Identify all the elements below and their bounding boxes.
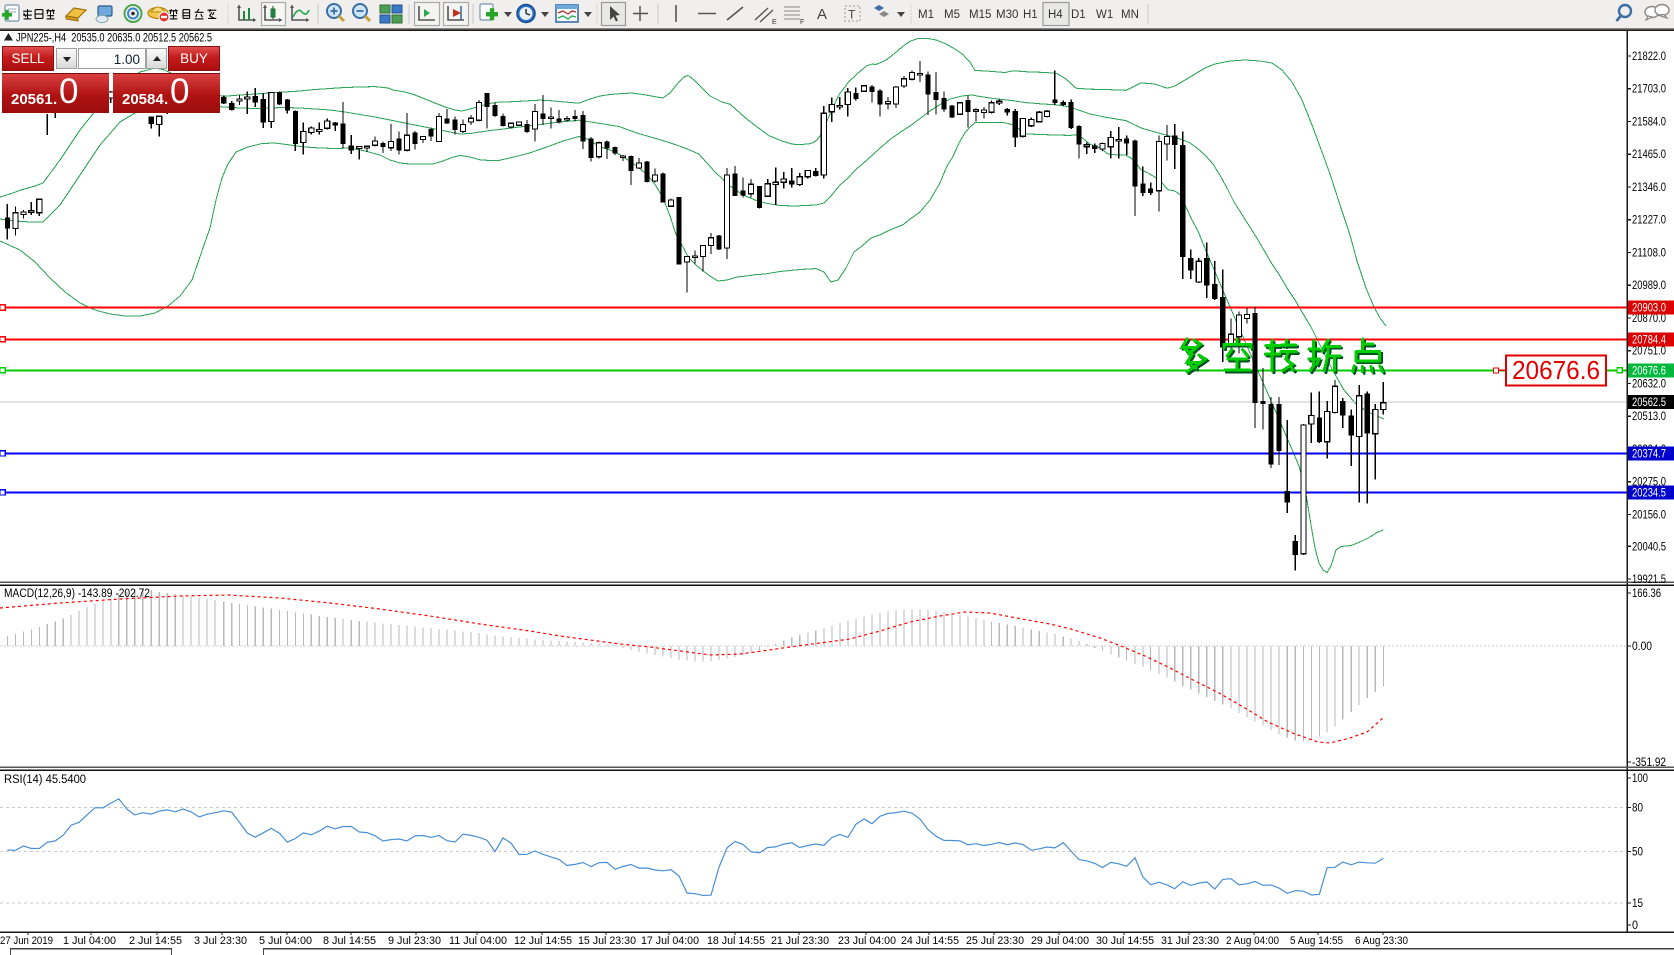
svg-text:21 Jul 23:30: 21 Jul 23:30: [771, 935, 829, 947]
svg-text:25 Jul 23:30: 25 Jul 23:30: [966, 935, 1024, 947]
svg-text:23 Jul 04:00: 23 Jul 04:00: [838, 935, 896, 947]
svg-text:20040.5: 20040.5: [1632, 541, 1666, 553]
svg-text:20374.7: 20374.7: [1632, 448, 1666, 460]
svg-text:20562.5: 20562.5: [1632, 397, 1666, 409]
svg-text:15: 15: [1632, 898, 1643, 910]
svg-text:50: 50: [1632, 847, 1643, 859]
svg-text:21227.0: 21227.0: [1632, 215, 1666, 227]
svg-text:100: 100: [1632, 773, 1648, 785]
svg-text:17 Jul 04:00: 17 Jul 04:00: [641, 935, 699, 947]
svg-text:20870.0: 20870.0: [1632, 313, 1666, 325]
svg-text:29 Jul 04:00: 29 Jul 04:00: [1031, 935, 1089, 947]
svg-text:166.36: 166.36: [1632, 588, 1661, 600]
svg-text:M15: M15: [969, 9, 991, 21]
svg-text:20632.0: 20632.0: [1632, 379, 1666, 391]
svg-text:MACD(12,26,9) -143.89 -202.72: MACD(12,26,9) -143.89 -202.72: [4, 588, 150, 600]
svg-text:21465.0: 21465.0: [1632, 149, 1666, 161]
svg-text:20751.0: 20751.0: [1632, 346, 1666, 358]
svg-text:20676.6: 20676.6: [1632, 365, 1666, 377]
svg-text:M1: M1: [918, 9, 934, 21]
svg-text:E: E: [772, 19, 777, 26]
svg-text:6 Aug 23:30: 6 Aug 23:30: [1355, 935, 1408, 947]
svg-text:20513.0: 20513.0: [1632, 411, 1666, 423]
svg-text:-351.92: -351.92: [1632, 757, 1666, 769]
svg-text:8 Jul 14:55: 8 Jul 14:55: [323, 935, 376, 947]
svg-text:30 Jul 14:55: 30 Jul 14:55: [1096, 935, 1154, 947]
svg-text:H4: H4: [1048, 9, 1063, 21]
svg-text:21346.0: 21346.0: [1632, 182, 1666, 194]
svg-text:MN: MN: [1121, 9, 1139, 21]
svg-text:21108.0: 21108.0: [1632, 248, 1666, 260]
svg-text:M30: M30: [996, 9, 1018, 21]
svg-text:19921.5: 19921.5: [1632, 574, 1666, 586]
svg-text:5 Aug 14:55: 5 Aug 14:55: [1290, 935, 1343, 947]
svg-text:24 Jul 14:55: 24 Jul 14:55: [901, 935, 959, 947]
svg-text:2 Jul 14:55: 2 Jul 14:55: [129, 935, 182, 947]
svg-text:JPN225-,H4 20535.0 20635.0 20: JPN225-,H4 20535.0 20635.0 20512.5 20562…: [16, 33, 212, 45]
svg-text:18 Jul 14:55: 18 Jul 14:55: [707, 935, 765, 947]
svg-text:H1: H1: [1023, 9, 1038, 21]
svg-text:21822.0: 21822.0: [1632, 51, 1666, 63]
svg-text:31 Jul 23:30: 31 Jul 23:30: [1161, 935, 1219, 947]
svg-text:F: F: [800, 19, 804, 26]
svg-text:1 Jul 04:00: 1 Jul 04:00: [63, 935, 116, 947]
svg-text:21584.0: 21584.0: [1632, 117, 1666, 129]
svg-text:RSI(14) 45.5400: RSI(14) 45.5400: [4, 774, 86, 786]
svg-text:2 Aug 04:00: 2 Aug 04:00: [1226, 935, 1279, 947]
svg-text:0.00: 0.00: [1632, 641, 1652, 653]
svg-text:11 Jul 04:00: 11 Jul 04:00: [449, 935, 507, 947]
svg-text:20156.0: 20156.0: [1632, 510, 1666, 522]
svg-text:12 Jul 14:55: 12 Jul 14:55: [514, 935, 572, 947]
svg-text:20989.0: 20989.0: [1632, 280, 1666, 292]
svg-text:9 Jul 23:30: 9 Jul 23:30: [388, 935, 441, 947]
svg-text:T: T: [848, 8, 856, 22]
svg-text:21703.0: 21703.0: [1632, 84, 1666, 96]
svg-text:15 Jul 23:30: 15 Jul 23:30: [578, 935, 636, 947]
svg-text:20676.6: 20676.6: [1512, 355, 1600, 385]
svg-text:27 Jun 2019: 27 Jun 2019: [0, 935, 53, 947]
svg-text:A: A: [817, 6, 827, 23]
svg-text:20903.0: 20903.0: [1632, 303, 1666, 315]
svg-text:D1: D1: [1071, 9, 1086, 21]
svg-text:20234.5: 20234.5: [1632, 487, 1666, 499]
svg-text:3 Jul 23:30: 3 Jul 23:30: [194, 935, 247, 947]
svg-text:80: 80: [1632, 802, 1643, 814]
svg-text:5 Jul 04:00: 5 Jul 04:00: [259, 935, 312, 947]
svg-text:20784.4: 20784.4: [1632, 334, 1666, 346]
svg-text:0: 0: [1632, 920, 1638, 932]
svg-text:W1: W1: [1096, 9, 1113, 21]
svg-text:M5: M5: [944, 9, 960, 21]
